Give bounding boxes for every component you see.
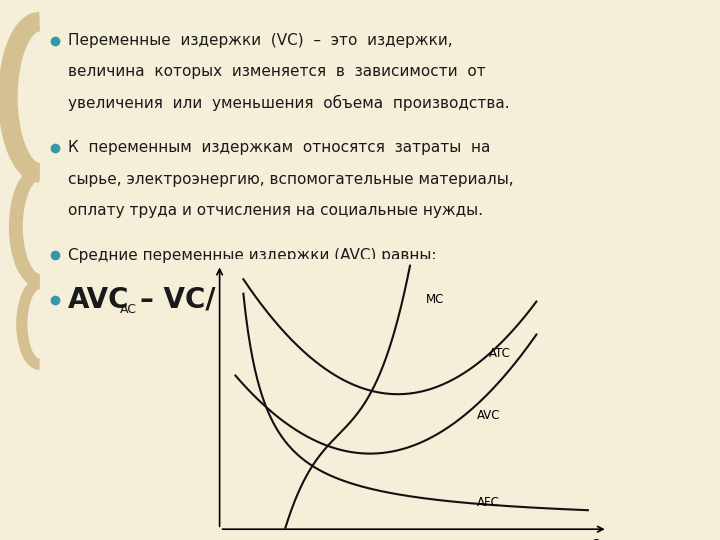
Text: AFC: AFC bbox=[477, 496, 500, 509]
Text: увеличения  или  уменьшения  объема  производства.: увеличения или уменьшения объема произво… bbox=[68, 95, 510, 111]
Text: ATC: ATC bbox=[489, 347, 510, 360]
Text: К  переменным  издержкам  относятся  затраты  на: К переменным издержкам относятся затраты… bbox=[68, 140, 490, 156]
Text: величина  которых  изменяется  в  зависимости  от: величина которых изменяется в зависимост… bbox=[68, 64, 486, 79]
Text: оплату труда и отчисления на социальные нужды.: оплату труда и отчисления на социальные … bbox=[68, 203, 483, 218]
Text: Средние переменные издержки (AVC) равны:: Средние переменные издержки (AVC) равны: bbox=[68, 248, 436, 263]
Text: AVC: AVC bbox=[477, 409, 500, 422]
Text: MC: MC bbox=[426, 293, 444, 306]
Text: Переменные  издержки  (VC)  –  это  издержки,: Переменные издержки (VC) – это издержки, bbox=[68, 33, 453, 48]
Text: – VC/ Q.: – VC/ Q. bbox=[140, 286, 259, 314]
Text: AC: AC bbox=[120, 303, 137, 316]
Text: сырье, электроэнергию, вспомогательные материалы,: сырье, электроэнергию, вспомогательные м… bbox=[68, 172, 514, 187]
Text: AVC: AVC bbox=[68, 286, 130, 314]
Text: Q: Q bbox=[590, 537, 601, 540]
